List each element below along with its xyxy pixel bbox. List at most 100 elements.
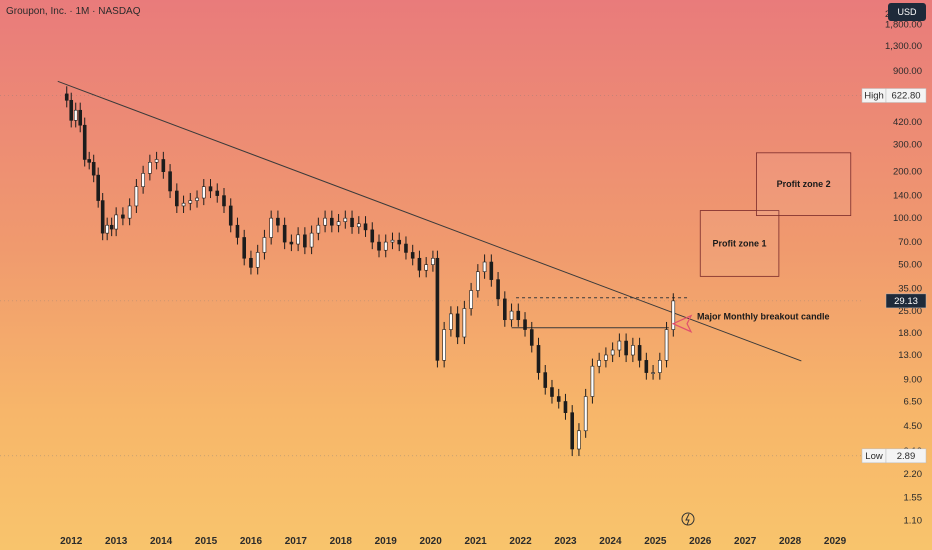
candle-body — [262, 237, 267, 253]
x-tick-label: 2026 — [689, 536, 712, 547]
candle-body — [73, 109, 78, 121]
candle-body — [154, 159, 159, 163]
candle-body — [404, 243, 408, 253]
candle-body — [583, 396, 588, 432]
profit-zone-label: Profit zone 1 — [713, 238, 767, 248]
candle-body — [249, 257, 253, 268]
candle-body — [482, 261, 487, 273]
candle-body — [597, 360, 601, 367]
descending-trendline — [57, 80, 802, 362]
candle-body — [175, 190, 179, 207]
candle-body — [410, 252, 415, 259]
candle-body — [489, 261, 494, 280]
candle-body — [644, 360, 649, 373]
candle-body — [550, 387, 554, 397]
candle-body — [235, 224, 240, 238]
candle-body — [604, 354, 608, 361]
breakout-annotation: Major Monthly breakout candle — [697, 312, 830, 322]
candle-body — [377, 241, 381, 251]
price-tag-value-box — [885, 293, 927, 309]
x-tick-label: 2022 — [509, 536, 532, 547]
y-tick-label: 1,300.00 — [885, 41, 922, 52]
y-tick-label: 140.00 — [893, 191, 922, 202]
candle-body — [168, 171, 172, 192]
candle-body — [282, 224, 287, 243]
candle-body — [134, 186, 139, 207]
y-tick-label: 900.00 — [893, 66, 922, 77]
candle-body — [100, 200, 105, 234]
y-tick-label: 420.00 — [893, 117, 922, 128]
candle-body — [91, 162, 96, 176]
candle-body — [201, 186, 206, 199]
candle-body — [664, 329, 669, 361]
candle-body — [181, 202, 186, 207]
candle-body — [69, 99, 74, 121]
x-tick-label: 2027 — [734, 536, 757, 547]
candle-body — [624, 340, 628, 356]
candle-body — [658, 360, 662, 373]
y-tick-label: 1.55 — [904, 493, 923, 504]
candle-body — [370, 229, 375, 243]
candle-body — [303, 234, 307, 248]
candle-body — [64, 93, 69, 101]
y-tick-label: 70.00 — [898, 237, 922, 248]
y-tick-label: 1.10 — [904, 516, 923, 527]
candle-body — [195, 197, 199, 201]
profit-zone-box — [756, 152, 852, 216]
y-tick-label: 100.00 — [893, 213, 922, 224]
candle-body — [82, 124, 87, 160]
candle-body — [105, 224, 109, 234]
profit-zone-box — [699, 210, 780, 277]
trend-lines — [0, 80, 862, 457]
candles — [64, 86, 676, 457]
candle-body — [383, 241, 388, 251]
candle-body — [87, 159, 92, 163]
candle-body — [289, 241, 294, 245]
candle-body — [424, 264, 428, 271]
candle-body — [121, 214, 125, 219]
candle-body — [343, 217, 348, 222]
candle-body — [577, 430, 581, 450]
currency-button[interactable]: USD — [888, 3, 926, 21]
candle-body — [323, 217, 327, 226]
y-tick-label: 4.50 — [904, 421, 923, 432]
candle-body — [215, 190, 220, 196]
candle-body — [651, 372, 655, 374]
candle-body — [543, 372, 548, 388]
x-tick-label: 2017 — [285, 536, 308, 547]
candle-body — [563, 401, 568, 413]
candle-body — [276, 217, 280, 226]
candle-body — [536, 345, 541, 373]
x-tick-label: 2019 — [375, 536, 398, 547]
candle-body — [330, 217, 334, 226]
candle-body — [222, 195, 226, 207]
y-tick-label: 200.00 — [893, 167, 922, 178]
candle-body — [336, 221, 341, 226]
candle-body — [109, 224, 114, 230]
y-tick-label: 50.00 — [898, 260, 922, 271]
candle-body — [556, 396, 561, 402]
lightning-bolt-icon — [685, 513, 690, 526]
x-tick-label: 2028 — [779, 536, 802, 547]
y-tick-label: 9.00 — [904, 375, 923, 386]
candle-body — [509, 310, 514, 321]
profit-zone-label: Profit zone 2 — [777, 179, 831, 189]
candle-body — [570, 412, 575, 450]
x-tick-label: 2012 — [60, 536, 83, 547]
candle-body — [442, 329, 446, 361]
candle-body — [590, 365, 595, 397]
candle-body — [255, 252, 260, 268]
profit-zones: Profit zone 1 Profit zone 2 — [699, 152, 852, 277]
candle-body — [356, 223, 361, 228]
y-tick-label: 6.50 — [904, 396, 923, 407]
candle-body — [417, 257, 422, 271]
candle-body — [631, 345, 635, 356]
candle-body — [269, 217, 273, 238]
candle-body — [96, 174, 100, 201]
candle-body — [476, 271, 480, 291]
x-tick-label: 2021 — [464, 536, 487, 547]
candle-body — [671, 300, 676, 330]
price-tag-value-box — [885, 448, 927, 464]
